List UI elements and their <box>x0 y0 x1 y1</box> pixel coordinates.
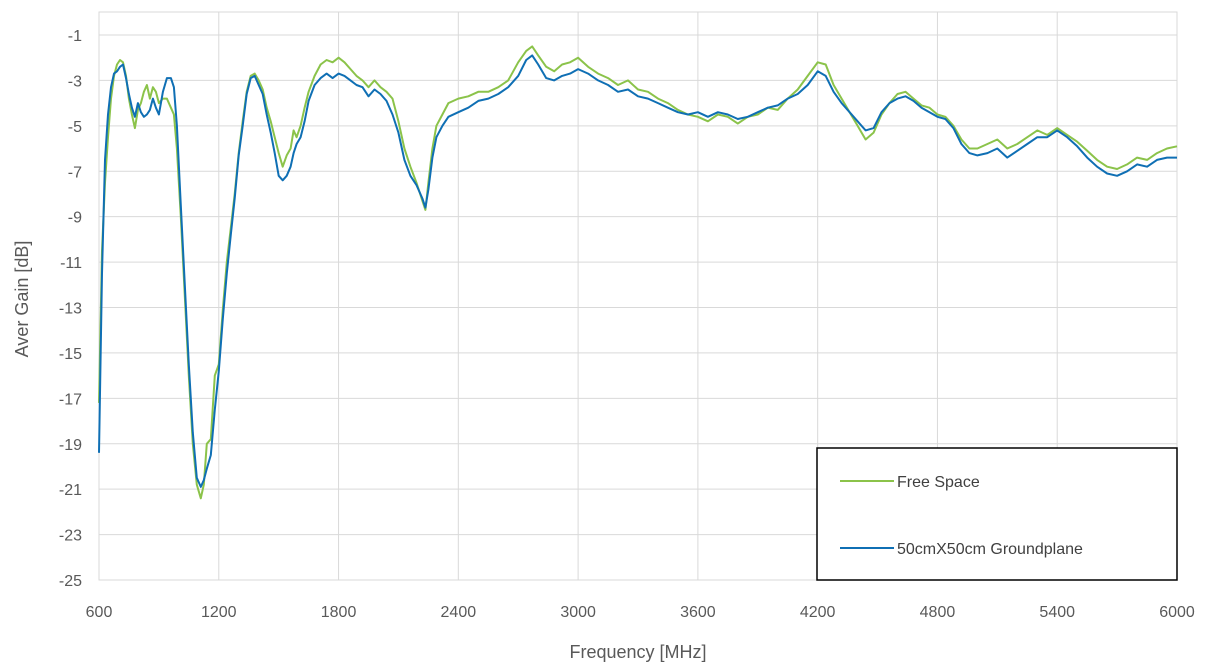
y-axis-title: Aver Gain [dB] <box>12 241 32 358</box>
y-tick-label: -17 <box>59 391 82 408</box>
y-axis-tick-labels: -1 -3 -5 -7 -9 -11 -13 -15 -17 -19 -21 -23 -25 <box>59 28 82 590</box>
x-axis-title: Frequency [MHz] <box>569 642 706 662</box>
x-tick-label: 4200 <box>800 604 836 621</box>
y-tick-label: -13 <box>59 301 82 318</box>
x-tick-label: 2400 <box>441 604 477 621</box>
series-line-groundplane <box>98 54 1177 488</box>
x-tick-label: 6000 <box>1159 604 1195 621</box>
plot-area <box>98 11 1178 581</box>
y-tick-label: -23 <box>59 528 82 545</box>
y-tick-label: -11 <box>60 255 82 272</box>
x-tick-label: 3600 <box>680 604 716 621</box>
legend-label-free-space: Free Space <box>897 474 980 491</box>
legend-label-groundplane: 50cmX50cm Groundplane <box>897 541 1083 558</box>
x-tick-label: 600 <box>86 604 113 621</box>
series-line-free-space <box>98 45 1178 500</box>
x-tick-label: 5400 <box>1039 604 1075 621</box>
x-tick-label: 4800 <box>920 604 956 621</box>
y-tick-label: -9 <box>68 210 82 227</box>
y-tick-label: -3 <box>68 73 82 90</box>
x-tick-label: 1800 <box>321 604 357 621</box>
series-layer <box>98 45 1178 500</box>
x-tick-label: 3000 <box>560 604 596 621</box>
y-tick-label: -5 <box>68 119 82 136</box>
x-tick-label: 1200 <box>201 604 237 621</box>
y-tick-label: -21 <box>59 482 82 499</box>
x-axis-tick-labels: 600 1200 1800 2400 3000 3600 4200 4800 5400 6000 <box>86 604 1195 621</box>
y-tick-label: -25 <box>59 573 82 590</box>
y-tick-label: -15 <box>59 346 82 363</box>
y-tick-label: -1 <box>68 28 82 45</box>
y-tick-label: -19 <box>59 437 82 454</box>
legend-box <box>816 447 1178 581</box>
legend: Free Space 50cmX50cm Groundplane <box>816 447 1178 581</box>
y-tick-label: -7 <box>68 164 82 181</box>
